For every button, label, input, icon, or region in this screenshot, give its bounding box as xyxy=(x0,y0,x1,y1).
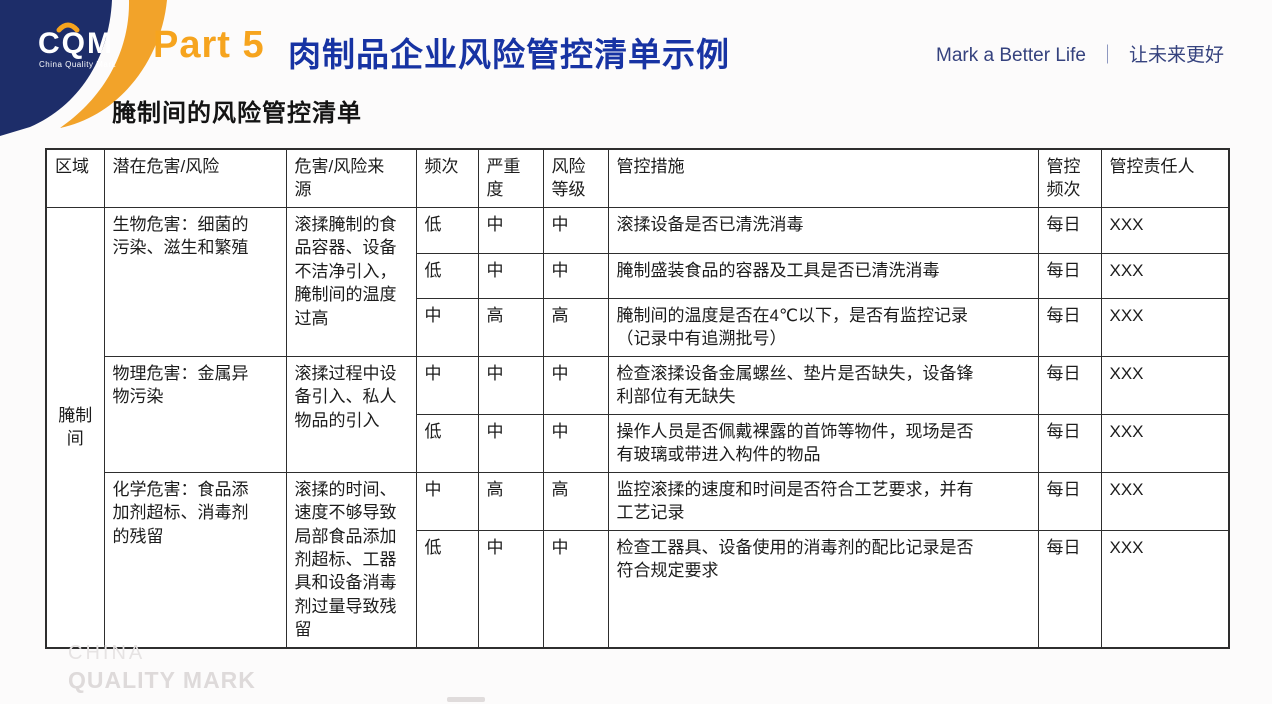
watermark: CHINA QUALITY MARK xyxy=(68,642,256,694)
cell-owner: XXX xyxy=(1100,206,1230,254)
tagline-separator: ｜ xyxy=(1097,45,1117,66)
cell-severity: 中 xyxy=(477,206,544,254)
logo-navy-blob-icon xyxy=(0,0,112,136)
cell-freq: 低 xyxy=(415,413,479,473)
cell-severity: 中 xyxy=(477,355,544,415)
cell-freq: 中 xyxy=(415,471,479,531)
cell-ctrl-freq: 每日 xyxy=(1037,206,1102,254)
page-title: 肉制品企业风险管控清单示例 xyxy=(288,36,730,73)
table-row: 低 中 中 腌制盛装食品的容器及工具是否已清洗消毒 每日 XXX xyxy=(46,252,1230,299)
cell-measure: 腌制盛装食品的容器及工具是否已清洗消毒 xyxy=(607,252,1039,299)
table-header-row: 区域 潜在危害/风险 危害/风险来 源 频次 严重 度 风险 等级 管控措施 管… xyxy=(45,148,1230,208)
cell-ctrl-freq: 每日 xyxy=(1037,529,1102,649)
part-label: Part 5 xyxy=(153,24,265,66)
cell-severity: 高 xyxy=(477,297,544,357)
cell-owner: XXX xyxy=(1100,297,1230,357)
header-freq: 频次 xyxy=(415,148,479,208)
table-row: 低 中 中 操作人员是否佩戴裸露的首饰等物件，现场是否 有玻璃或带进入构件的物品… xyxy=(46,413,1230,473)
watermark-line1: CHINA xyxy=(68,642,146,664)
cell-level: 高 xyxy=(542,297,609,357)
cell-level: 中 xyxy=(542,529,609,649)
cell-hazard-chemical: 化学危害：食品添 加剂超标、消毒剂 的残留 xyxy=(103,471,287,649)
logo-shapes-icon xyxy=(0,0,167,136)
header-owner: 管控责任人 xyxy=(1100,148,1230,208)
cell-owner: XXX xyxy=(1100,413,1230,473)
logo-subtext: China Quality Mark xyxy=(39,60,117,69)
header-severity: 严重 度 xyxy=(477,148,544,208)
section-subtitle: 腌制间的风险管控清单 xyxy=(112,100,362,127)
cell-ctrl-freq: 每日 xyxy=(1037,252,1102,299)
cell-hazard-bio: 生物危害：细菌的 污染、滋生和繁殖 xyxy=(103,206,287,357)
cell-level: 中 xyxy=(542,206,609,254)
table-row: 物理危害：金属异 物污染 滚揉过程中设 备引入、私人 物品的引入 中 中 中 检… xyxy=(46,355,1230,473)
cell-level: 中 xyxy=(542,252,609,299)
brand-tagline: Mark a Better Life ｜ 让未来更好 xyxy=(936,40,1224,67)
cell-measure: 检查滚揉设备金属螺丝、垫片是否缺失，设备锋 利部位有无缺失 xyxy=(607,355,1039,415)
header-source: 危害/风险来 源 xyxy=(285,148,417,208)
cell-owner: XXX xyxy=(1100,471,1230,531)
cell-source-bio: 滚揉腌制的食 品容器、设备 不洁净引入， 腌制间的温度 过高 xyxy=(285,206,417,357)
cell-severity: 中 xyxy=(477,252,544,299)
cell-level: 中 xyxy=(542,355,609,415)
cell-freq: 低 xyxy=(415,206,479,254)
cell-ctrl-freq: 每日 xyxy=(1037,355,1102,415)
logo-text: CQM xyxy=(38,27,114,60)
cell-owner: XXX xyxy=(1100,252,1230,299)
cell-freq: 低 xyxy=(415,529,479,649)
tagline-en: Mark a Better Life xyxy=(936,45,1086,66)
header-hazard: 潜在危害/风险 xyxy=(103,148,287,208)
cell-freq: 低 xyxy=(415,252,479,299)
risk-control-table: 区域 潜在危害/风险 危害/风险来 源 频次 严重 度 风险 等级 管控措施 管… xyxy=(45,148,1230,649)
cell-ctrl-freq: 每日 xyxy=(1037,471,1102,531)
watermark-line2: QUALITY MARK xyxy=(68,667,256,693)
logo-q-arc-icon xyxy=(56,22,80,33)
header-measure: 管控措施 xyxy=(607,148,1039,208)
header-level: 风险 等级 xyxy=(542,148,609,208)
cqm-logo: CQM China Quality Mark xyxy=(0,0,230,170)
cell-freq: 中 xyxy=(415,297,479,357)
cell-measure: 检查工器具、设备使用的消毒剂的配比记录是否 符合规定要求 xyxy=(607,529,1039,649)
cell-area: 腌制 间 xyxy=(45,206,105,649)
cell-ctrl-freq: 每日 xyxy=(1037,413,1102,473)
cell-level: 中 xyxy=(542,413,609,473)
cell-measure: 监控滚揉的速度和时间是否符合工艺要求，并有 工艺记录 xyxy=(607,471,1039,531)
header-ctrl-freq: 管控 频次 xyxy=(1037,148,1102,208)
cell-measure: 操作人员是否佩戴裸露的首饰等物件，现场是否 有玻璃或带进入构件的物品 xyxy=(607,413,1039,473)
table-row: 化学危害：食品添 加剂超标、消毒剂 的残留 滚揉的时间、 速度不够导致 局部食品… xyxy=(46,471,1230,649)
cell-severity: 中 xyxy=(477,529,544,649)
cell-source-physical: 滚揉过程中设 备引入、私人 物品的引入 xyxy=(285,355,417,473)
cell-owner: XXX xyxy=(1100,529,1230,649)
bottom-edge-artifact xyxy=(447,697,485,702)
cell-owner: XXX xyxy=(1100,355,1230,415)
table-row: 低 中 中 检查工器具、设备使用的消毒剂的配比记录是否 符合规定要求 每日 XX… xyxy=(46,529,1230,649)
table-row: 腌制 间 生物危害：细菌的 污染、滋生和繁殖 滚揉腌制的食 品容器、设备 不洁净… xyxy=(45,206,1230,649)
cell-measure: 腌制间的温度是否在4℃以下，是否有监控记录 （记录中有追溯批号） xyxy=(607,297,1039,357)
cell-measure: 滚揉设备是否已清洗消毒 xyxy=(607,206,1039,254)
cell-severity: 高 xyxy=(477,471,544,531)
tagline-cn: 让未来更好 xyxy=(1128,45,1224,66)
cell-hazard-physical: 物理危害：金属异 物污染 xyxy=(103,355,287,473)
cell-source-chemical: 滚揉的时间、 速度不够导致 局部食品添加 剂超标、工器 具和设备消毒 剂过量导致… xyxy=(285,471,417,649)
logo-orange-swoosh-icon xyxy=(60,0,167,128)
cell-ctrl-freq: 每日 xyxy=(1037,297,1102,357)
cell-severity: 中 xyxy=(477,413,544,473)
cell-level: 高 xyxy=(542,471,609,531)
cell-freq: 中 xyxy=(415,355,479,415)
header-area: 区域 xyxy=(45,148,105,208)
